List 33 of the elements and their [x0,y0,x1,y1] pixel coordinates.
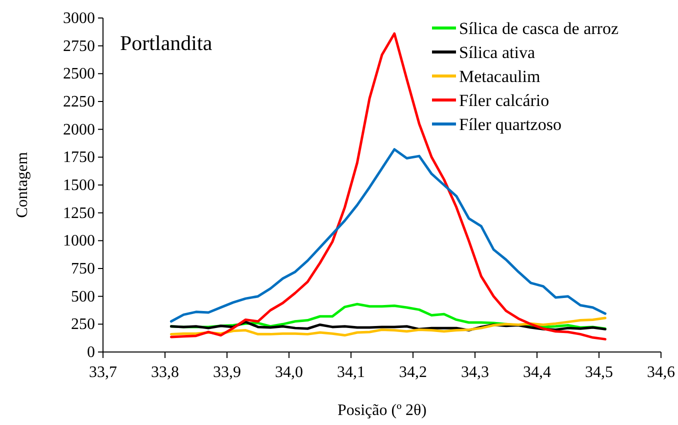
x-tick-label: 34,3 [461,364,489,381]
line-series [170,148,606,323]
x-tick-label: 34,1 [337,364,365,381]
y-tick-label: 2000 [63,121,95,138]
y-tick-label: 750 [71,260,95,278]
line-series [170,316,606,337]
legend-label: Sílica de casca de arroz [459,19,619,38]
legend-label: Sílica ativa [459,43,536,62]
text: Portlandita [120,31,213,55]
x-tick-label: 34,0 [275,364,303,381]
x-tick-label: 34,5 [585,364,613,381]
y-tick-label: 1750 [63,149,95,166]
x-tick-label: 33,7 [89,364,117,381]
y-tick-label: 1250 [63,204,95,222]
y-tick-label: 250 [71,316,95,334]
y-tick-label: 1000 [63,232,95,250]
legend-label: Fíler calcário [459,91,550,110]
y-tick-label: 2250 [63,94,95,110]
y-tick-label: 500 [71,288,95,306]
x-axis-title: Posição (º 2θ) [337,402,427,419]
legend-label: Metacaulim [459,67,540,86]
x-tick-label: 34,2 [399,364,427,381]
x-tick-label: 34,4 [523,364,551,381]
y-tick-label: 1500 [63,177,95,194]
y-axis-title: Contagem [14,152,31,218]
x-tick-label: 33,8 [151,364,179,381]
x-tick-label: 34,6 [647,364,675,381]
y-tick-label: 0 [87,344,95,361]
y-tick-label: 2500 [63,66,95,83]
y-tick-label: 2750 [63,38,95,55]
y-tick-label: 3000 [63,10,95,27]
legend-label: Fíler quartzoso [459,115,562,134]
x-tick-label: 33,9 [213,364,241,381]
